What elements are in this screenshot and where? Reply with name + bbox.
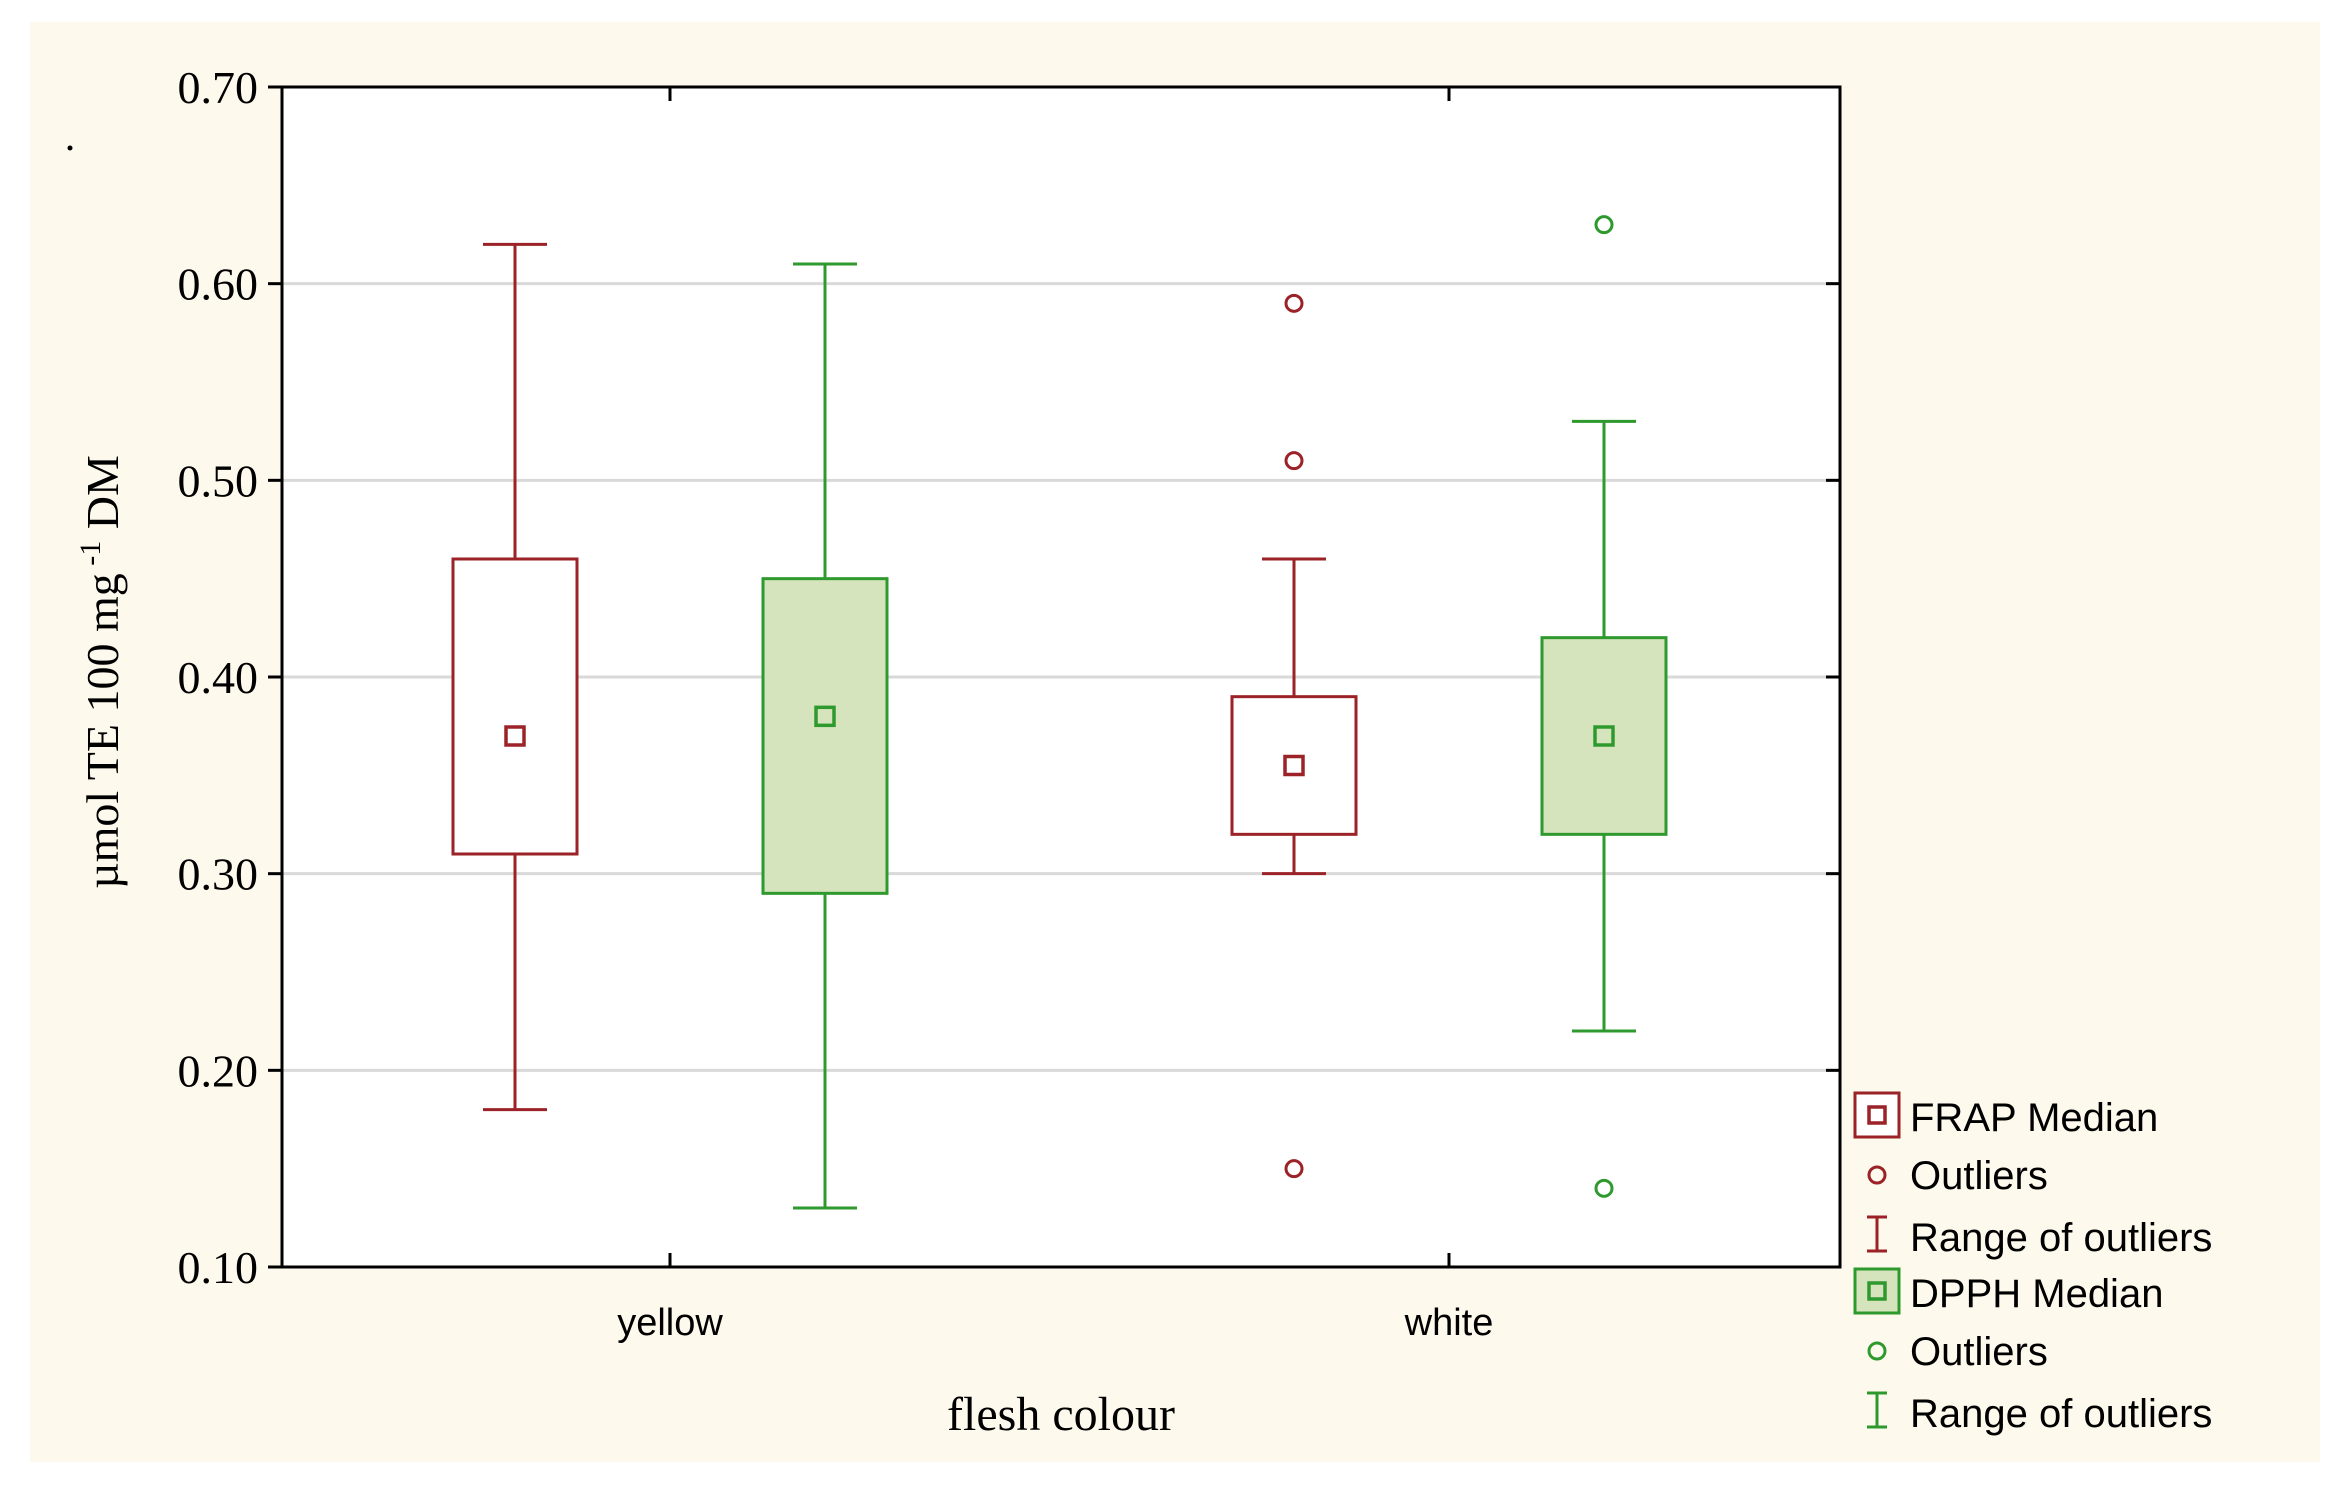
y-tick-label: 0.50 bbox=[178, 455, 259, 506]
legend-item: Outliers bbox=[1867, 1330, 2048, 1374]
iqr-box bbox=[1540, 636, 1668, 836]
outlier-point bbox=[1594, 215, 1614, 235]
legend-label: FRAP Median bbox=[1910, 1096, 2158, 1140]
iqr-box bbox=[761, 577, 889, 895]
x-tick-label: white bbox=[1404, 1302, 1494, 1344]
legend-box-icon bbox=[1853, 1091, 1901, 1139]
outlier-point bbox=[1284, 451, 1304, 471]
x-tick-label: yellow bbox=[617, 1302, 723, 1344]
series-layer bbox=[451, 215, 1668, 1210]
legend-item: Outliers bbox=[1867, 1154, 2048, 1198]
y-axis-title-tail: DM bbox=[77, 455, 128, 541]
legend-box-icon bbox=[1853, 1267, 1901, 1315]
median-marker bbox=[1283, 754, 1305, 777]
y-axis-title-main: µmol TE 100 mg bbox=[77, 573, 128, 889]
legend-item: FRAP Median bbox=[1853, 1091, 2158, 1140]
y-axis-title: µmol TE 100 mg -1 DM bbox=[67, 145, 128, 889]
legend-outlier-icon bbox=[1867, 1341, 1887, 1361]
legend-item: Range of outliers bbox=[1867, 1215, 2212, 1260]
legend-item: Range of outliers bbox=[1867, 1391, 2212, 1436]
outlier-point bbox=[1594, 1178, 1614, 1198]
y-axis-title-text: µmol TE 100 mg -1 DM bbox=[74, 455, 128, 889]
y-tick-label: 0.10 bbox=[178, 1242, 259, 1293]
legend-label: DPPH Median bbox=[1910, 1272, 2163, 1316]
legend-outlier-icon bbox=[1867, 1165, 1887, 1185]
iqr-box bbox=[451, 557, 579, 856]
y-tick-label: 0.60 bbox=[178, 259, 259, 310]
y-tick-label: 0.70 bbox=[178, 62, 259, 113]
outlier-point bbox=[1284, 1159, 1304, 1179]
axes: 0.10 0.20 0.30 0.40 0.50 0.60 0.70 yellow white bbox=[178, 62, 1840, 1344]
median-marker bbox=[814, 705, 836, 728]
legend-median-icon bbox=[1867, 1281, 1887, 1301]
legend-label: Range of outliers bbox=[1910, 1216, 2212, 1260]
legend: FRAP Median Outliers Range of outliers DPPH… bbox=[1853, 1091, 2212, 1436]
legend-label: Range of outliers bbox=[1910, 1392, 2212, 1436]
y-tick-label: 0.30 bbox=[178, 849, 259, 900]
box-dpph-white bbox=[1540, 215, 1668, 1198]
box-frap-white bbox=[1230, 293, 1358, 1179]
stray-dot bbox=[67, 145, 73, 151]
y-tick-label: 0.20 bbox=[178, 1045, 259, 1096]
outlier-point bbox=[1284, 293, 1304, 313]
x-axis-title: flesh colour bbox=[947, 1388, 1175, 1441]
legend-item: DPPH Median bbox=[1853, 1267, 2163, 1316]
median-marker bbox=[1593, 725, 1615, 747]
y-axis-title-sup: -1 bbox=[74, 541, 107, 574]
iqr-box bbox=[1230, 695, 1358, 836]
box-frap-yellow bbox=[451, 242, 579, 1112]
y-tick-label: 0.40 bbox=[178, 652, 259, 703]
legend-label: Outliers bbox=[1910, 1154, 2048, 1198]
legend-label: Outliers bbox=[1910, 1330, 2048, 1374]
median-marker bbox=[504, 725, 526, 747]
legend-median-icon bbox=[1867, 1105, 1887, 1125]
box-dpph-yellow bbox=[761, 262, 889, 1210]
